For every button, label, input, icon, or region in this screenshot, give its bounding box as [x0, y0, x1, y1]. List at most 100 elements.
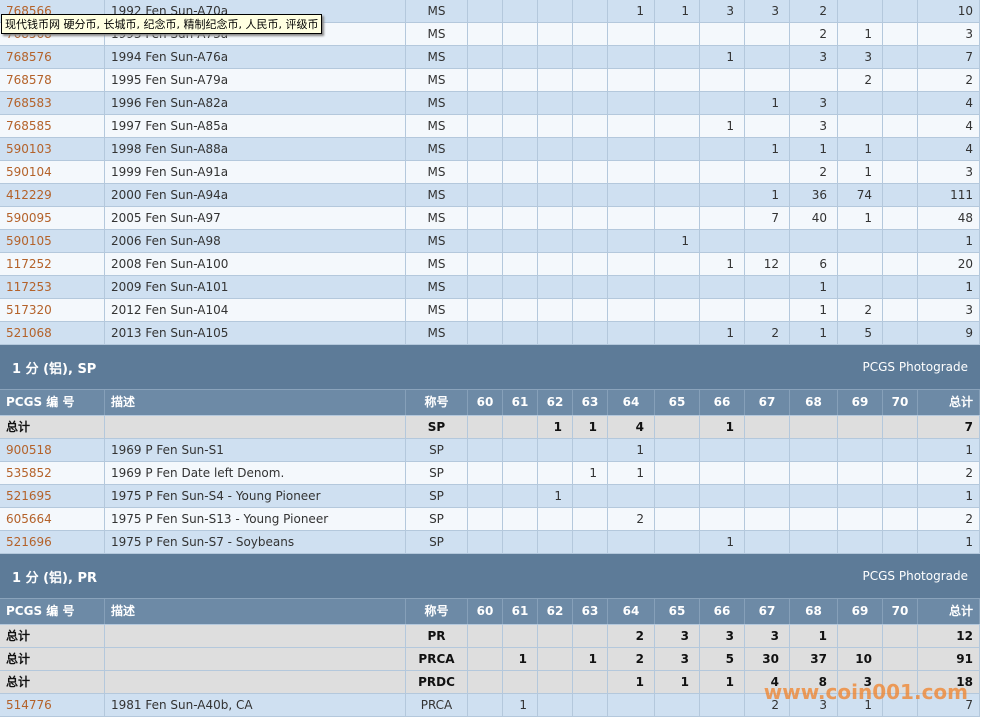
grade-count: 30 [745, 648, 790, 670]
column-header: 64 [608, 599, 655, 624]
column-header-row: PCGS 编 号描述 称号 60 61 62 63 64 65 66 67 68 69 70 总计 [0, 390, 980, 416]
grade-count: 36 [790, 184, 838, 206]
pcgs-number: 412229 [0, 184, 105, 206]
column-header: PCGS 编 号 [0, 390, 105, 415]
grade-count: 4 [745, 671, 790, 693]
grade-count: 2 [608, 625, 655, 647]
section-title: 1 分 (铝), PR [12, 570, 97, 586]
grade-count [883, 92, 918, 114]
grade-count [503, 253, 538, 275]
grade-count [745, 485, 790, 507]
grade-count [700, 161, 745, 183]
grade-count [655, 485, 700, 507]
grade-count: 2 [608, 508, 655, 530]
table-row: 总计 PR 2 3 3 3 1 12 [0, 625, 980, 648]
grade-count: 2 [608, 648, 655, 670]
pcgs-number: 总计 [0, 416, 105, 438]
column-header: 62 [538, 390, 573, 415]
designation: MS [406, 69, 468, 91]
pcgs-number: 535852 [0, 462, 105, 484]
grade-count [503, 138, 538, 160]
table-row: 517320 2012 Fen Sun-A104 MS 1 2 3 [0, 299, 980, 322]
grade-count [883, 508, 918, 530]
grade-count [790, 69, 838, 91]
description: 1994 Fen Sun-A76a [105, 46, 406, 68]
grade-count [745, 508, 790, 530]
description: 1975 P Fen Sun-S7 - Soybeans [105, 531, 406, 553]
pcgs-number: 117253 [0, 276, 105, 298]
grade-count: 1 [608, 439, 655, 461]
table-row: 总计 PRDC 1 1 1 4 8 3 18 [0, 671, 980, 694]
grade-count [883, 416, 918, 438]
grade-count: 1 [838, 23, 883, 45]
total-count: 111 [918, 184, 980, 206]
grade-count [883, 485, 918, 507]
grade-count: 1 [655, 0, 700, 22]
grade-count [503, 184, 538, 206]
grade-count: 3 [790, 694, 838, 716]
pcgs-number: 590095 [0, 207, 105, 229]
section-header: 1 分 (铝), PR PCGS Photograde [0, 554, 980, 599]
description: 1969 P Fen Date left Denom. [105, 462, 406, 484]
grade-count [790, 416, 838, 438]
table-row: 768583 1996 Fen Sun-A82a MS 1 3 4 [0, 92, 980, 115]
grade-count [468, 462, 503, 484]
total-count: 4 [918, 115, 980, 137]
designation: PRCA [406, 648, 468, 670]
grade-count [573, 253, 608, 275]
designation: MS [406, 92, 468, 114]
grade-count [538, 648, 573, 670]
grade-count [790, 508, 838, 530]
table-row: 535852 1969 P Fen Date left Denom. SP 1 1 2 [0, 462, 980, 485]
grade-count [745, 161, 790, 183]
grade-count [838, 115, 883, 137]
total-count: 18 [918, 671, 980, 693]
grade-count [883, 46, 918, 68]
description [105, 648, 406, 670]
grade-count: 5 [700, 648, 745, 670]
grade-count: 1 [700, 46, 745, 68]
grade-count: 37 [790, 648, 838, 670]
pcgs-number: 768578 [0, 69, 105, 91]
column-header: 69 [838, 390, 883, 415]
column-header: 61 [503, 390, 538, 415]
grade-count [538, 46, 573, 68]
total-count: 4 [918, 92, 980, 114]
grade-count: 1 [608, 462, 655, 484]
grade-count [538, 625, 573, 647]
table-row: 117252 2008 Fen Sun-A100 MS 1 12 6 20 [0, 253, 980, 276]
grade-count [883, 648, 918, 670]
grade-count: 1 [700, 416, 745, 438]
grade-count [573, 207, 608, 229]
pcgs-number: 590105 [0, 230, 105, 252]
grade-count [700, 230, 745, 252]
grade-count [468, 0, 503, 22]
designation: SP [406, 416, 468, 438]
description: 2000 Fen Sun-A94a [105, 184, 406, 206]
grade-count [503, 531, 538, 553]
grade-count: 3 [790, 46, 838, 68]
grade-count [468, 625, 503, 647]
column-header: 62 [538, 599, 573, 624]
designation: SP [406, 462, 468, 484]
grade-count: 2 [838, 299, 883, 321]
grade-count [573, 508, 608, 530]
grade-count [538, 0, 573, 22]
table-row: 521695 1975 P Fen Sun-S4 - Young Pioneer S… [0, 485, 980, 508]
grade-count: 3 [655, 648, 700, 670]
grade-count [468, 184, 503, 206]
grade-count: 8 [790, 671, 838, 693]
grade-count [573, 671, 608, 693]
total-count: 2 [918, 508, 980, 530]
grade-count: 12 [745, 253, 790, 275]
description: 2012 Fen Sun-A104 [105, 299, 406, 321]
grade-count [883, 0, 918, 22]
designation: SP [406, 508, 468, 530]
grade-count [573, 0, 608, 22]
total-count: 1 [918, 439, 980, 461]
grade-count [538, 138, 573, 160]
designation: MS [406, 138, 468, 160]
designation: MS [406, 0, 468, 22]
grade-count: 3 [700, 0, 745, 22]
grade-count [538, 322, 573, 344]
